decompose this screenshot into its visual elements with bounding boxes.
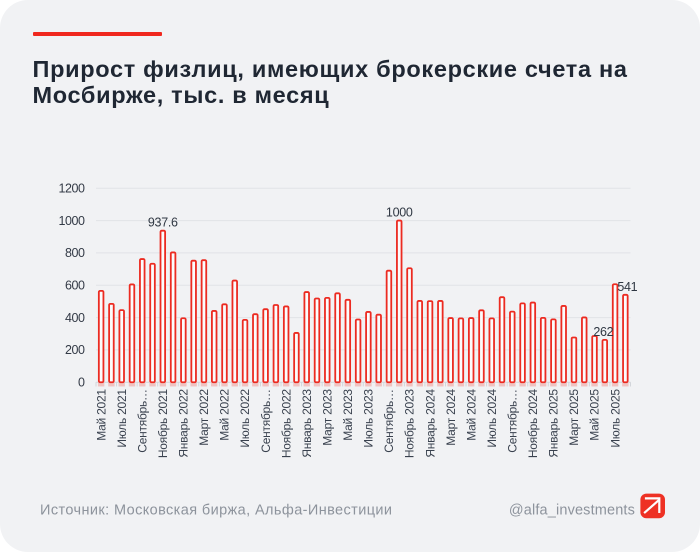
svg-text:Ноябрь 2022: Ноябрь 2022 — [279, 389, 293, 458]
svg-text:Сентябрь…: Сентябрь… — [382, 389, 396, 453]
svg-text:0: 0 — [78, 376, 85, 390]
svg-text:Сентябрь…: Сентябрь… — [135, 389, 149, 453]
svg-text:Март 2025: Март 2025 — [567, 389, 581, 446]
svg-text:Май 2023: Май 2023 — [341, 389, 355, 441]
svg-text:Январь 2022: Январь 2022 — [177, 389, 191, 458]
svg-text:Источник: Московская биржа, Ал: Источник: Московская биржа, Альфа-Инвест… — [40, 503, 392, 519]
svg-text:Май 2021: Май 2021 — [94, 389, 108, 441]
svg-text:Июль 2023: Июль 2023 — [362, 389, 376, 448]
svg-text:Ноябрь 2023: Ноябрь 2023 — [403, 389, 417, 458]
svg-text:Май 2022: Май 2022 — [218, 389, 232, 441]
svg-text:600: 600 — [65, 279, 85, 293]
svg-text:@alfa_investments: @alfa_investments — [509, 503, 635, 519]
svg-text:400: 400 — [65, 311, 85, 325]
svg-text:262: 262 — [593, 325, 613, 339]
svg-text:Ноябрь 2021: Ноябрь 2021 — [156, 389, 170, 458]
svg-text:1200: 1200 — [58, 182, 85, 196]
svg-text:Март 2024: Март 2024 — [444, 389, 458, 446]
svg-text:Март 2022: Март 2022 — [197, 389, 211, 446]
svg-text:Март 2023: Март 2023 — [320, 389, 334, 446]
svg-text:Сентябрь…: Сентябрь… — [259, 389, 273, 453]
svg-text:Май 2024: Май 2024 — [464, 389, 478, 441]
svg-text:1000: 1000 — [386, 206, 413, 220]
svg-text:Сентябрь…: Сентябрь… — [505, 389, 519, 453]
svg-text:Январь 2025: Январь 2025 — [547, 389, 561, 458]
svg-text:937.6: 937.6 — [148, 216, 178, 230]
svg-text:Июль 2021: Июль 2021 — [115, 389, 129, 448]
svg-text:Июль 2024: Июль 2024 — [485, 389, 499, 448]
svg-text:1000: 1000 — [58, 214, 85, 228]
svg-text:Июль 2022: Июль 2022 — [238, 389, 252, 448]
svg-text:Май 2025: Май 2025 — [588, 389, 602, 441]
svg-text:Ноябрь 2024: Ноябрь 2024 — [526, 389, 540, 458]
svg-text:541: 541 — [617, 280, 637, 294]
svg-text:Январь 2023: Январь 2023 — [300, 389, 314, 458]
svg-text:800: 800 — [65, 246, 85, 260]
svg-text:200: 200 — [65, 343, 85, 357]
svg-text:Июль 2025: Июль 2025 — [608, 389, 622, 448]
svg-text:Январь 2024: Январь 2024 — [423, 389, 437, 458]
